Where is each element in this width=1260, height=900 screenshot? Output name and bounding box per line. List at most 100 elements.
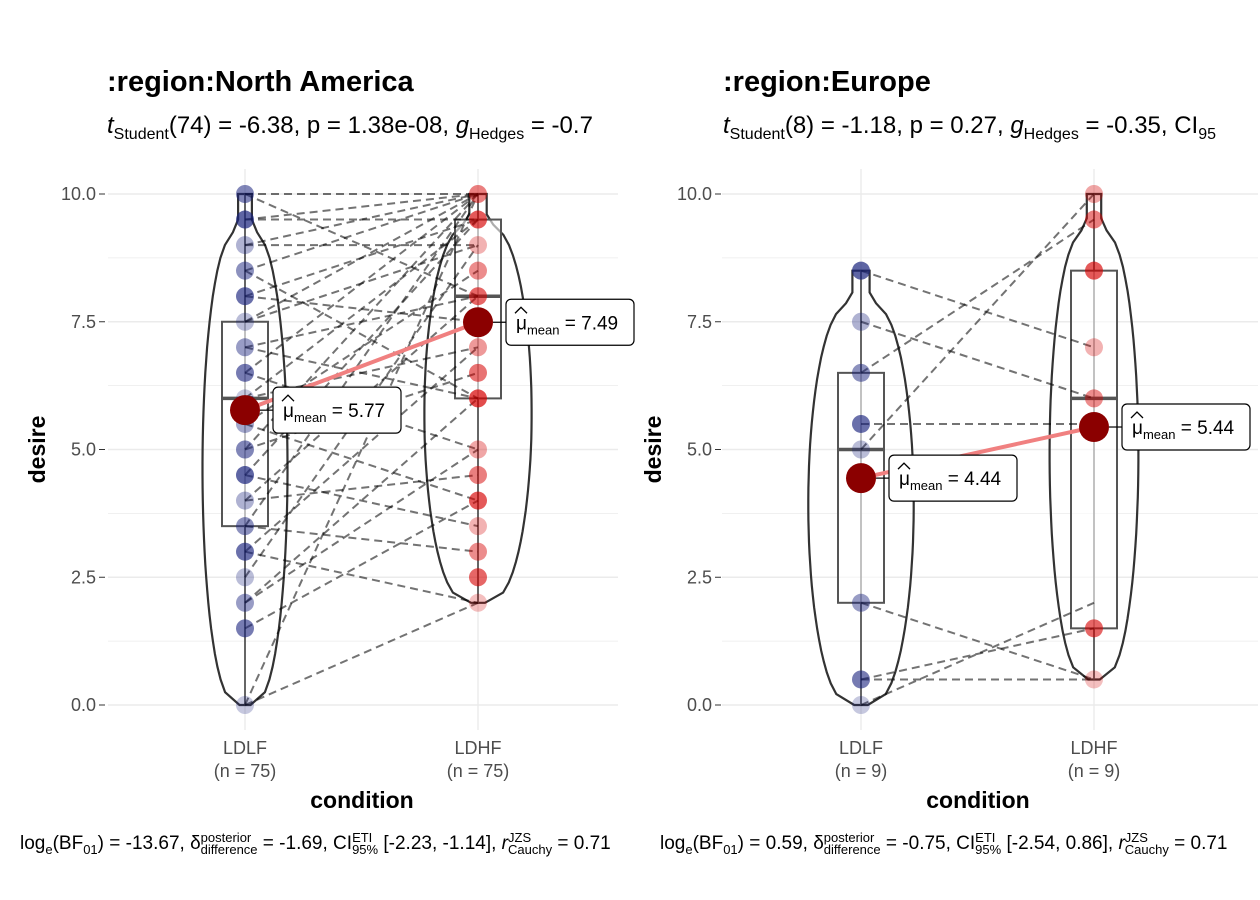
cap-bf-value: ) = 0.59, — [737, 833, 814, 855]
ci-sub: 95 — [1198, 125, 1217, 143]
panel-subtitle: tStudent(8) = -1.18, p = 0.27, gHedges =… — [723, 112, 1260, 144]
x-tick-label: LDLF — [223, 738, 267, 758]
mean-label-LDLF: μmean = 4.44 — [899, 469, 1002, 493]
pair-line — [244, 193, 479, 527]
cap-bf-sub: 01 — [83, 841, 98, 857]
data-point-LDHF — [469, 491, 487, 510]
pair-line — [860, 601, 1095, 706]
data-point-LDLF — [236, 491, 254, 510]
mean-label-hat — [514, 306, 528, 314]
cap-delta-sup: posterior — [200, 830, 252, 845]
data-point-LDHF — [469, 593, 487, 612]
data-point-LDLF — [236, 210, 254, 229]
cap-ci-sup: ETI — [352, 830, 373, 845]
panel-title: :region:Europe — [723, 66, 931, 98]
data-point-LDLF — [852, 363, 870, 382]
panel-europe: :region:Europe tStudent(8) = -1.18, p = … — [630, 0, 1260, 900]
mean-dot-LDLF — [230, 395, 260, 426]
t-label: t — [723, 112, 730, 139]
data-point-LDLF — [852, 440, 870, 459]
data-point-LDHF — [1085, 389, 1103, 408]
mean-dot-LDHF — [1079, 412, 1109, 443]
data-point-LDLF — [236, 287, 254, 306]
g-value: = -0.7 — [524, 112, 593, 139]
mean-label-box — [888, 454, 1018, 502]
data-point-LDLF — [236, 440, 254, 459]
data-point-LDLF — [236, 593, 254, 612]
data-point-LDHF — [1085, 210, 1103, 229]
cap-delta-sub: difference — [200, 842, 258, 857]
cap-ci-sub: 95% — [975, 842, 1002, 857]
data-point-LDHF — [1085, 338, 1103, 357]
y-tick-label: 7.5 — [71, 312, 96, 332]
data-point-LDHF — [469, 236, 487, 255]
data-point-LDHF — [469, 389, 487, 408]
pair-line — [244, 193, 479, 247]
cap-r-value: = 0.71 — [552, 833, 611, 855]
cap-log-sub: e — [45, 841, 53, 857]
pair-line — [244, 295, 479, 349]
data-point-LDLF — [852, 593, 870, 612]
y-tick-label: 2.5 — [71, 567, 96, 587]
data-point-LDLF — [236, 466, 254, 485]
data-point-LDLF — [852, 312, 870, 331]
data-point-LDLF — [236, 261, 254, 280]
panel-subtitle: tStudent(74) = -6.38, p = 1.38e-08, gHed… — [107, 112, 630, 144]
pair-line — [860, 218, 1095, 374]
pair-line — [244, 295, 479, 323]
mean-label-box — [272, 386, 402, 434]
pair-line — [244, 499, 479, 630]
g-sub: Hedges — [1023, 125, 1079, 143]
cap-ci-value: [-2.54, 0.86], — [1001, 833, 1119, 855]
panel-caption: loge(BF01) = -13.67, δ posterior differenc… — [20, 830, 611, 857]
cap-bf-value: ) = -13.67, — [97, 833, 191, 855]
pair-line — [860, 193, 1095, 451]
data-point-LDHF — [1085, 670, 1103, 689]
cap-ci-value: [-2.23, -1.14], — [378, 833, 502, 855]
cap-r-sub: Cauchy — [508, 842, 553, 857]
y-tick-label: 0.0 — [71, 695, 96, 715]
cap-ci-sub: 95% — [352, 842, 379, 857]
data-point-LDHF — [469, 466, 487, 485]
data-point-LDLF — [236, 185, 254, 203]
x-tick-label: LDLF — [839, 738, 883, 758]
data-point-LDHF — [469, 261, 487, 280]
mean-label-box — [505, 298, 635, 346]
mean-label-hat — [1130, 411, 1144, 419]
pair-line — [860, 320, 1095, 400]
y-tick-label: 10.0 — [677, 184, 712, 204]
cap-delta-sub: difference — [823, 842, 881, 857]
box-LDHF — [1070, 269, 1118, 630]
g-label: g — [1010, 112, 1024, 139]
data-point-LDLF — [852, 414, 870, 433]
pair-line — [244, 193, 479, 272]
stat-text: = -1.18, p = 0.27, — [814, 112, 1011, 139]
data-point-LDHF — [469, 363, 487, 382]
data-point-LDHF — [469, 338, 487, 357]
y-tick-label: 5.0 — [687, 440, 712, 460]
pair-line — [244, 269, 479, 400]
mean-dot-LDLF — [846, 463, 876, 494]
cap-r-sup: JZS — [1124, 830, 1148, 845]
pair-line — [860, 601, 1095, 681]
mean-label-LDHF: μmean = 7.49 — [516, 313, 618, 337]
data-point-LDHF — [469, 210, 487, 229]
x-tick-n-label: (n = 75) — [214, 761, 277, 781]
violin-LDHF — [1048, 192, 1140, 681]
pair-line — [244, 601, 479, 706]
data-point-LDHF — [469, 440, 487, 459]
data-point-LDLF — [236, 363, 254, 382]
mean-label-LDLF: μmean = 5.77 — [283, 401, 385, 425]
pair-line — [244, 218, 479, 298]
cap-log: log — [660, 833, 686, 855]
data-point-LDLF — [236, 542, 254, 561]
data-point-LDLF — [852, 261, 870, 280]
data-point-LDHF — [1085, 619, 1103, 638]
data-point-LDHF — [469, 517, 487, 536]
x-tick-n-label: (n = 9) — [1068, 761, 1121, 781]
pair-line — [244, 448, 479, 604]
cap-r-sub: Cauchy — [1124, 842, 1169, 857]
data-point-LDHF — [1085, 185, 1103, 203]
y-tick-label: 2.5 — [687, 567, 712, 587]
pair-line — [244, 346, 479, 400]
